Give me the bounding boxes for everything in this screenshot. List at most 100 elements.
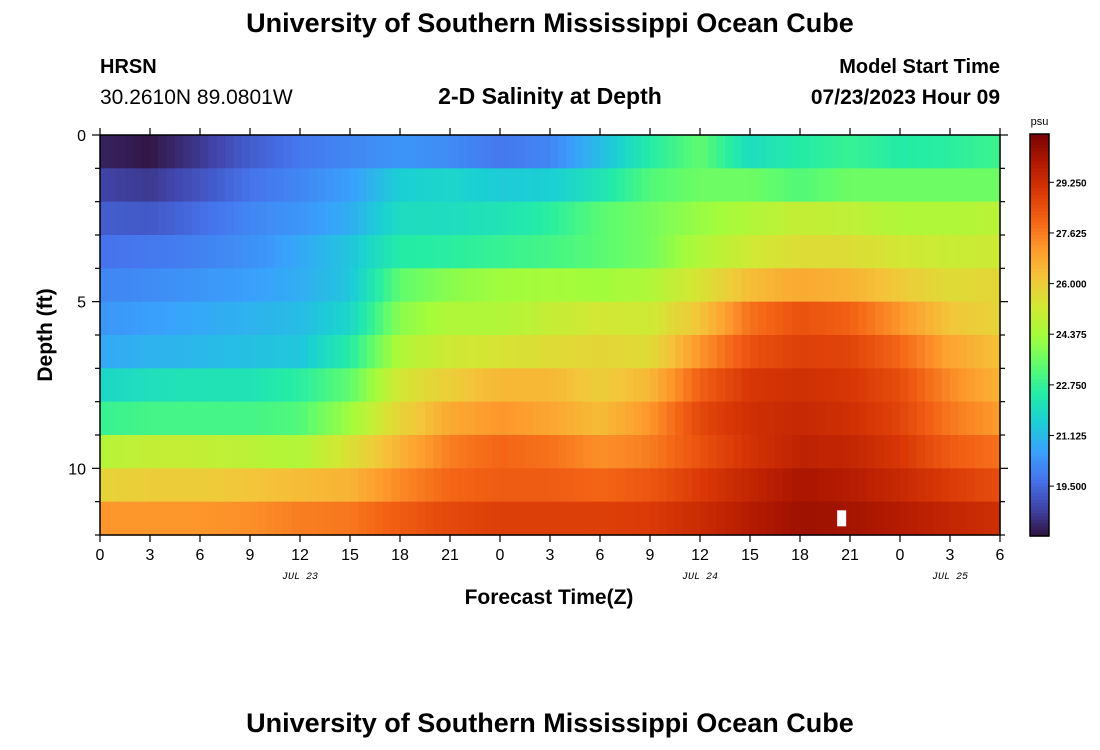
heatmap-cell: [908, 201, 918, 236]
heatmap-cell: [641, 135, 651, 169]
heatmap-cell: [325, 468, 334, 503]
colorbar-tick-label: 26.000: [1056, 280, 1087, 291]
heatmap-cell: [508, 201, 518, 236]
heatmap-cell: [608, 335, 618, 369]
heatmap-cell: [283, 235, 293, 269]
colorbar-segment: [1030, 365, 1049, 370]
heatmap-cell: [133, 268, 143, 303]
heatmap-cell: [416, 501, 426, 536]
heatmap-cell: [358, 301, 368, 336]
heatmap-cell: [983, 301, 993, 336]
heatmap-cell: [350, 401, 359, 436]
heatmap-cell: [175, 235, 184, 269]
heatmap-cell: [725, 201, 734, 236]
heatmap-cell: [175, 268, 184, 303]
heatmap-cell: [991, 301, 1001, 336]
heatmap-cell: [233, 401, 243, 436]
x-axis-label: Forecast Time(Z): [465, 586, 634, 609]
heatmap-cell: [983, 168, 993, 203]
heatmap-cell: [450, 435, 459, 469]
heatmap-cell: [883, 301, 893, 336]
heatmap-cell: [458, 435, 468, 469]
heatmap-cell: [200, 235, 209, 269]
heatmap-cell: [608, 235, 618, 269]
heatmap-cell: [733, 401, 743, 436]
heatmap-cell: [250, 368, 259, 403]
heatmap-cell: [616, 268, 626, 303]
heatmap-cell: [266, 401, 276, 436]
heatmap-cell: [291, 501, 301, 536]
heatmap-cell: [933, 268, 943, 303]
heatmap-cell: [408, 301, 418, 336]
heatmap-cell: [858, 201, 868, 236]
heatmap-cell: [475, 301, 484, 336]
heatmap-cell: [975, 168, 984, 203]
heatmap-cell: [475, 401, 484, 436]
heatmap-cell: [350, 235, 359, 269]
heatmap-cell: [200, 468, 209, 503]
heatmap-cell: [891, 135, 901, 169]
heatmap-cell: [666, 168, 676, 203]
heatmap-cell: [958, 501, 968, 536]
heatmap-cell: [533, 301, 543, 336]
heatmap-cell: [441, 435, 451, 469]
heatmap-cell: [400, 201, 409, 236]
heatmap-cell: [266, 268, 276, 303]
heatmap-cell: [650, 468, 659, 503]
heatmap-cell: [883, 135, 893, 169]
heatmap-cell: [641, 235, 651, 269]
heatmap-cell: [658, 368, 668, 403]
heatmap-cell: [341, 435, 351, 469]
heatmap-cell: [725, 235, 734, 269]
heatmap-cell: [925, 401, 934, 436]
heatmap-cell: [566, 368, 576, 403]
heatmap-cell: [416, 401, 426, 436]
colorbar-tick-label: 21.125: [1056, 432, 1087, 443]
heatmap-cell: [591, 168, 601, 203]
heatmap-cell: [158, 268, 168, 303]
colorbar-segment: [1030, 231, 1049, 236]
heatmap-cell: [775, 135, 784, 169]
heatmap-cell: [208, 301, 218, 336]
heatmap-cell: [133, 168, 143, 203]
heatmap-cell: [308, 235, 318, 269]
heatmap-cell: [150, 301, 159, 336]
heatmap-cell: [458, 335, 468, 369]
heatmap-cell: [791, 268, 801, 303]
heatmap-cell: [833, 368, 843, 403]
colorbar-segment: [1030, 452, 1049, 457]
heatmap-cell: [291, 135, 301, 169]
colorbar-segment: [1030, 318, 1049, 323]
heatmap-cell: [950, 168, 959, 203]
heatmap-cell: [683, 468, 693, 503]
heatmap-cell: [175, 301, 184, 336]
heatmap-cell: [941, 168, 951, 203]
heatmap-cell: [658, 135, 668, 169]
colorbar-segment: [1030, 482, 1049, 487]
heatmap-cell: [450, 368, 459, 403]
heatmap-cell: [358, 335, 368, 369]
heatmap-cell: [258, 468, 268, 503]
heatmap-cell: [666, 435, 676, 469]
heatmap-cell: [591, 368, 601, 403]
x-day-label: JUL 23: [282, 572, 318, 583]
heatmap-cell: [683, 268, 693, 303]
heatmap-cell: [766, 135, 776, 169]
heatmap-cell: [325, 168, 334, 203]
heatmap-cell: [241, 301, 251, 336]
heatmap-cell: [883, 335, 893, 369]
heatmap-cell: [383, 368, 393, 403]
heatmap-cell: [125, 301, 134, 336]
heatmap-cell: [475, 368, 484, 403]
heatmap-cell: [350, 168, 359, 203]
heatmap-cell: [583, 268, 593, 303]
heatmap-cell: [416, 368, 426, 403]
heatmap-cell: [175, 168, 184, 203]
chart-title: 2-D Salinity at Depth: [438, 83, 662, 109]
heatmap-cell: [291, 168, 301, 203]
heatmap-cell: [416, 335, 426, 369]
heatmap-cell: [291, 468, 301, 503]
heatmap-cell: [400, 235, 409, 269]
heatmap-cell: [416, 235, 426, 269]
colorbar-segment: [1030, 432, 1049, 437]
